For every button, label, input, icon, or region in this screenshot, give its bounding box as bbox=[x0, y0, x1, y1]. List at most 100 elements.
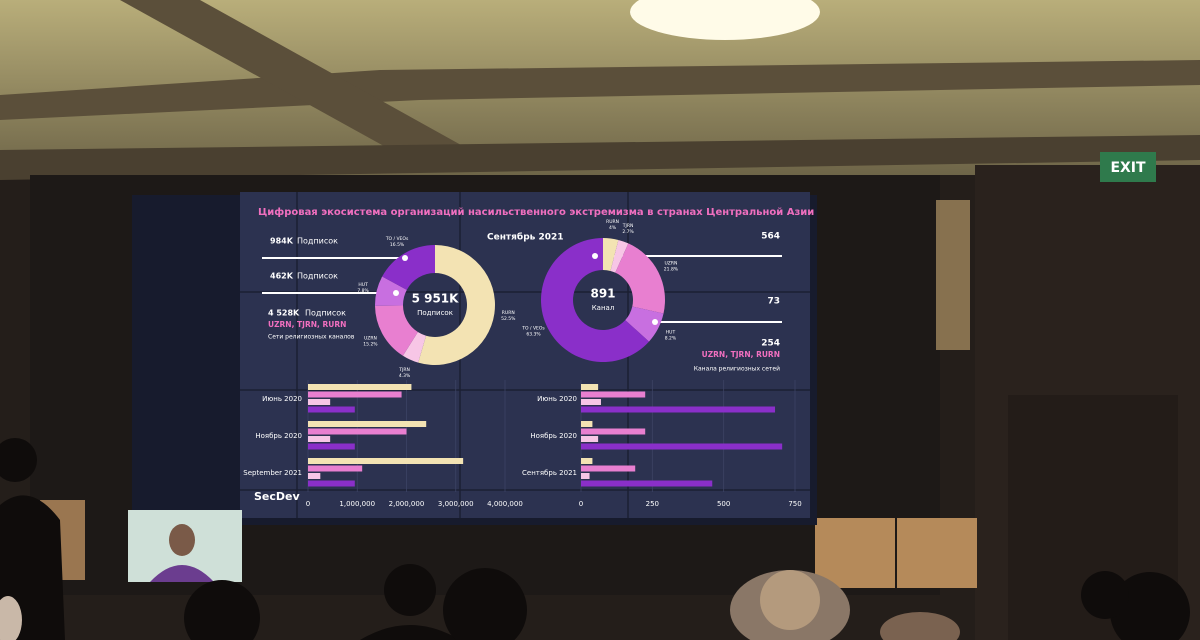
bar bbox=[308, 384, 412, 390]
leader-dot bbox=[402, 255, 408, 261]
logo: SecDev bbox=[254, 490, 300, 503]
bar bbox=[581, 465, 636, 472]
segment-label: UZRN bbox=[665, 260, 678, 266]
x-tick-label: 750 bbox=[788, 500, 801, 508]
chair bbox=[815, 518, 895, 588]
donut-center-label: Канал bbox=[592, 304, 615, 312]
segment-label: TO / VEOs bbox=[521, 325, 545, 331]
chandelier bbox=[630, 0, 820, 40]
leader-lines bbox=[262, 255, 782, 323]
donut-segment bbox=[402, 332, 427, 363]
segment-value: 63.3% bbox=[526, 331, 541, 337]
bar bbox=[581, 391, 646, 398]
segment-value: 4.3% bbox=[399, 373, 411, 379]
segment-value: 2.7% bbox=[622, 229, 634, 235]
ceiling-beam bbox=[120, 0, 470, 155]
segment-value: 8.2% bbox=[665, 335, 677, 341]
bar bbox=[581, 443, 783, 450]
bar bbox=[308, 406, 355, 413]
segment-label: RURN bbox=[502, 310, 515, 316]
bar bbox=[581, 473, 590, 479]
bar bbox=[308, 399, 331, 405]
leader-dot bbox=[652, 319, 658, 325]
segment-label: UZRN bbox=[364, 336, 377, 342]
leader-dot bbox=[393, 290, 399, 296]
segment-label: HUT bbox=[358, 282, 368, 288]
bar bbox=[308, 428, 407, 435]
slide-date: Сентябрь 2021 bbox=[487, 232, 564, 243]
exit-sign bbox=[1100, 152, 1156, 182]
donut-segment bbox=[418, 245, 496, 366]
donut-segment bbox=[540, 238, 649, 362]
bar bbox=[308, 391, 402, 398]
x-tick-label: 0 bbox=[579, 500, 583, 508]
segment-value: 4% bbox=[609, 225, 617, 231]
networks: UZRN, TJRN, RURN bbox=[268, 320, 346, 329]
bar bbox=[581, 480, 713, 487]
category-label: Сентябрь 2021 bbox=[522, 469, 577, 477]
bar bbox=[581, 399, 601, 405]
segment-value: 16.5% bbox=[390, 242, 405, 248]
speaker-body bbox=[150, 565, 214, 582]
slide-title: Цифровая экосистема организаций насильст… bbox=[258, 206, 814, 218]
segment-value: 7.8% bbox=[357, 288, 369, 294]
x-tick-label: 250 bbox=[646, 500, 659, 508]
stat-label: Подписок bbox=[297, 237, 338, 246]
mirror bbox=[936, 200, 970, 350]
bar bbox=[308, 465, 363, 472]
stats: 984K Подписок 462K Подписок 4 528K Подпи… bbox=[268, 232, 780, 373]
exit-text: EXIT bbox=[1110, 160, 1146, 176]
bar bbox=[308, 443, 355, 450]
bar bbox=[308, 458, 464, 464]
stat-label: Подписок bbox=[305, 309, 346, 318]
category-label: Ноябрь 2020 bbox=[255, 432, 302, 440]
stat-value: 564 bbox=[761, 232, 780, 242]
bar bbox=[581, 384, 599, 390]
donut-segment bbox=[610, 239, 629, 273]
bar bbox=[581, 436, 599, 442]
bar bbox=[581, 406, 776, 413]
x-tick-label: 500 bbox=[717, 500, 730, 508]
donut-segment bbox=[375, 276, 407, 306]
segment-value: 21.8% bbox=[664, 266, 679, 272]
bar bbox=[308, 473, 321, 479]
stat-value: 4 528K bbox=[268, 309, 300, 318]
stat-value: 254 bbox=[761, 339, 780, 349]
category-label: Ноябрь 2020 bbox=[530, 432, 577, 440]
donut-center-label: Подписок bbox=[417, 309, 453, 317]
stat-label: Подписок bbox=[297, 272, 338, 281]
donut-segment bbox=[375, 305, 418, 356]
leader-dot bbox=[592, 253, 598, 259]
segment-label: TJRN bbox=[622, 223, 634, 229]
donut-segment bbox=[625, 306, 664, 342]
speaker-head bbox=[169, 524, 195, 556]
donut-center-value: 891 bbox=[590, 287, 615, 301]
segment-label: HUT bbox=[666, 329, 676, 335]
bar bbox=[581, 458, 593, 464]
chair bbox=[897, 518, 977, 588]
donut-center-value: 5 951K bbox=[412, 292, 460, 306]
segment-label: TJRN bbox=[398, 367, 410, 373]
donut-segment bbox=[615, 243, 666, 314]
stat-value: 462K bbox=[270, 272, 294, 281]
audience bbox=[0, 438, 1190, 640]
ceiling-edge bbox=[0, 135, 1200, 180]
ceiling-beam bbox=[0, 60, 1200, 120]
segment-value: 15.2% bbox=[363, 342, 378, 348]
stat-value: 73 bbox=[767, 297, 780, 307]
x-tick-label: 3,000,000 bbox=[438, 500, 474, 508]
category-label: Июнь 2020 bbox=[537, 395, 577, 403]
category-label: September 2021 bbox=[243, 469, 302, 477]
bar bbox=[308, 480, 355, 487]
segment-value: 52.5% bbox=[501, 316, 516, 322]
x-tick-label: 2,000,000 bbox=[389, 500, 425, 508]
x-tick-label: 4,000,000 bbox=[487, 500, 523, 508]
bar bbox=[308, 421, 427, 427]
x-tick-label: 0 bbox=[306, 500, 310, 508]
segment-label: TO / VEOs bbox=[385, 236, 409, 242]
note: Сети религиозных каналов bbox=[268, 334, 355, 341]
bar bbox=[308, 436, 331, 442]
donut-segment bbox=[382, 245, 435, 290]
bar bbox=[581, 428, 646, 435]
